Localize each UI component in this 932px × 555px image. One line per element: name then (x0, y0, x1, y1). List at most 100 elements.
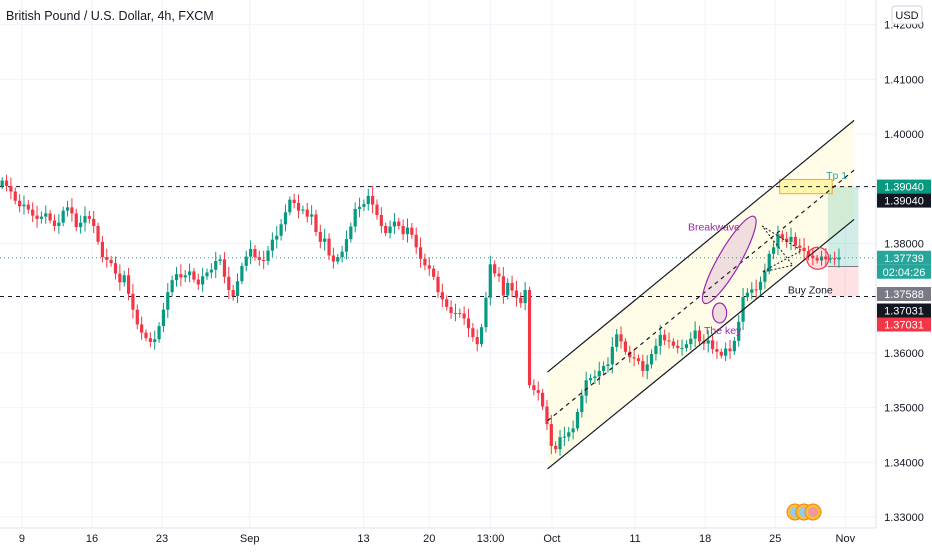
candle-body (471, 328, 475, 338)
x-tick-label: Nov (836, 533, 856, 545)
candle-body (153, 339, 157, 342)
currency-button-bg (891, 5, 923, 25)
candle-body (288, 199, 292, 213)
candle-body (493, 264, 497, 274)
candles (0, 174, 841, 456)
candle-body (292, 199, 296, 203)
channel-line-upper (547, 119, 855, 373)
candle-body (671, 341, 675, 346)
candle-body (397, 221, 401, 226)
candle-body (684, 344, 689, 348)
x-tick-label: 9 (19, 533, 25, 545)
grid (0, 0, 876, 528)
candle-body (427, 265, 431, 269)
y-tick-label: 1.38000 (884, 238, 924, 250)
candle-body (414, 234, 418, 248)
annotation-label: Breakwave (688, 221, 740, 233)
candle-body (680, 347, 684, 349)
candle-body (227, 276, 231, 290)
candle-body (344, 239, 349, 252)
candle-body (310, 214, 314, 217)
candle-body (663, 334, 667, 341)
candle-body (222, 259, 227, 277)
candle-body (706, 340, 710, 344)
candle-body (484, 297, 488, 328)
candle-body (767, 253, 771, 272)
candle-body (240, 265, 244, 282)
candle-body (401, 225, 405, 235)
y-tick-label: 1.41000 (884, 74, 924, 86)
x-tick-label: 11 (629, 533, 640, 545)
x-tick-label: 13 (357, 533, 369, 545)
candle-body (266, 250, 270, 261)
candle-body (636, 358, 641, 362)
candle-body (737, 321, 741, 341)
candle-body (654, 345, 658, 355)
candle-body (702, 341, 706, 344)
candle-body (449, 306, 453, 313)
candle-body (375, 204, 379, 216)
candle-body (26, 204, 30, 210)
candle-body (532, 385, 536, 391)
candle-body (323, 238, 327, 242)
x-tick-label: 25 (769, 533, 781, 545)
x-tick-label: 23 (156, 533, 168, 545)
candle-body (584, 380, 588, 396)
candle-body (122, 275, 126, 283)
candle-body (366, 195, 370, 205)
candle-body (776, 234, 780, 248)
candle-body (645, 364, 649, 371)
candle-body (758, 281, 763, 290)
candle-body (527, 289, 532, 386)
annotation-label: The key (704, 325, 742, 337)
price-label-bg (877, 250, 931, 265)
candle-body (205, 272, 209, 277)
candle-body (667, 340, 671, 342)
candle-body (318, 231, 322, 242)
candle-body (819, 256, 824, 261)
candle-body (305, 209, 309, 217)
candle-body (615, 334, 619, 347)
y-tick-label: 1.34000 (884, 457, 924, 469)
candle-body (793, 236, 797, 246)
candle-body (105, 257, 109, 260)
price-label-bg (877, 264, 931, 279)
candle-body (728, 348, 732, 352)
candle-body (357, 206, 362, 210)
price-label: 1.37588 (877, 287, 931, 302)
candle-body (732, 340, 736, 352)
price-label: 1.37739 (877, 250, 931, 265)
candle-body (331, 255, 336, 262)
candle-body (554, 445, 558, 450)
candle-body (475, 337, 479, 345)
candle-body (70, 207, 74, 214)
candle-body (602, 366, 606, 371)
candle-body (22, 204, 26, 207)
candle-body (549, 424, 553, 446)
x-tick-label: 16 (86, 533, 98, 545)
candle-body (362, 204, 366, 207)
price-label: 1.37031 (877, 303, 931, 318)
x-tick-label: 13:00 (477, 533, 505, 545)
candle-body (235, 281, 240, 297)
candle-body (785, 238, 789, 242)
candle-body (144, 332, 148, 339)
price-label-text: 1.37031 (884, 306, 924, 318)
candle-body (771, 247, 776, 254)
candle-body (410, 227, 414, 235)
breakwave-ellipse (701, 215, 757, 305)
price-label-text: 1.39040 (884, 182, 924, 194)
candle-body (519, 297, 523, 304)
candle-body (514, 290, 519, 298)
candle-body (436, 276, 440, 293)
candle-body (540, 392, 545, 407)
candle-body (148, 338, 152, 342)
candle-body (802, 247, 806, 252)
candle-body (87, 216, 91, 219)
candle-body (697, 330, 702, 342)
price-label-text: 1.39040 (884, 196, 924, 208)
candle-body (754, 289, 758, 291)
candle-body (445, 299, 449, 307)
